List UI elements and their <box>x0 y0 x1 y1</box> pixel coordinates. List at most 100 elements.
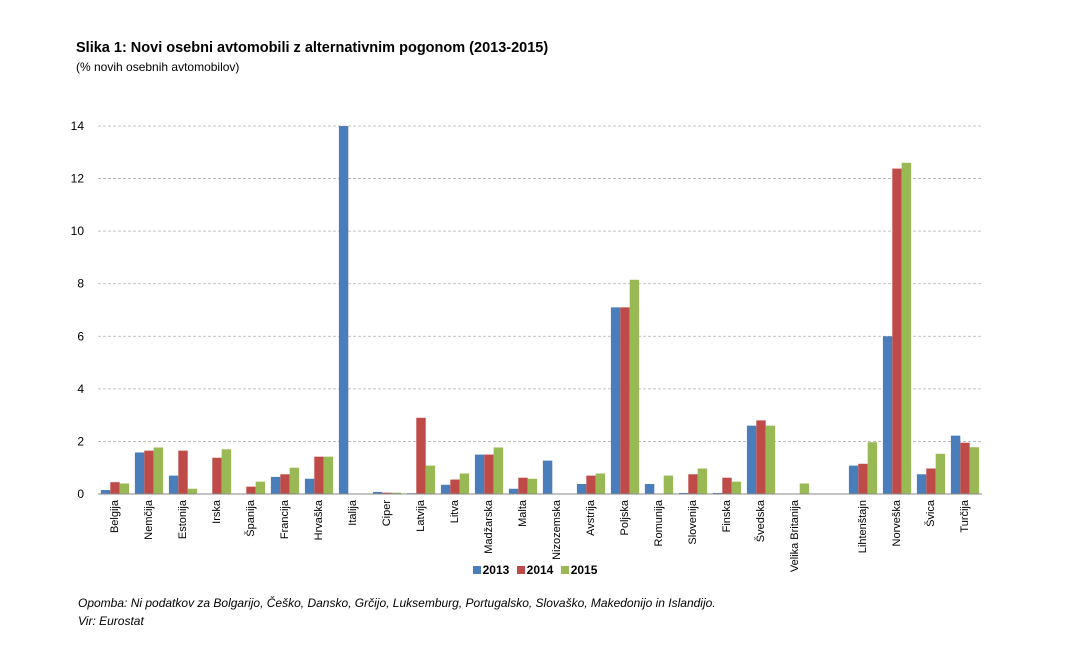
bar-2015 <box>493 447 504 494</box>
x-tick-label: Turčija <box>959 499 971 532</box>
bar-2014 <box>926 468 936 494</box>
x-tick-label: Francija <box>279 499 291 539</box>
x-tick-label: Irska <box>211 499 223 524</box>
bar-2013 <box>644 484 655 494</box>
bar-2014 <box>280 474 290 494</box>
bar-2014 <box>722 477 732 494</box>
bar-2014 <box>858 463 868 494</box>
bar-2015 <box>867 442 878 494</box>
bar-2015 <box>289 467 300 494</box>
y-tick-label: 10 <box>71 224 85 238</box>
footnote: Opomba: Ni podatkov za Bolgarijo, Češko,… <box>78 596 716 610</box>
bar-2015 <box>901 162 912 495</box>
bar-2014 <box>110 482 120 494</box>
bar-2013 <box>712 492 723 494</box>
bar-2013 <box>440 484 451 494</box>
legend-swatch-2015 <box>560 566 569 574</box>
legend-label-2015: 2015 <box>570 563 598 577</box>
bar-2014 <box>620 307 630 494</box>
bar-2013 <box>168 475 179 494</box>
bar-2015 <box>425 465 436 494</box>
legend-item-2015: 2015 <box>560 563 598 577</box>
x-tick-label: Norveška <box>891 499 903 546</box>
bar-2014 <box>586 475 596 494</box>
bar-2015 <box>731 481 742 494</box>
y-axis-ticks: 0 2 4 6 8 10 12 14 <box>71 119 85 501</box>
bar-2014 <box>756 420 766 494</box>
y-tick-label: 4 <box>77 382 84 396</box>
bar-2014 <box>484 454 494 494</box>
x-tick-label: Latvija <box>415 499 427 532</box>
bar-2013 <box>270 476 281 494</box>
bar-chart: 0 2 4 6 8 10 12 14 Belgija Nemčija Estonija Irska Š… <box>71 119 982 572</box>
bar-2015 <box>799 483 810 494</box>
legend: 2013 2014 2015 <box>0 563 1074 577</box>
bar-2014 <box>212 457 222 494</box>
bar-2015 <box>935 453 946 494</box>
bar-2015 <box>969 447 980 494</box>
x-tick-label: Ciper <box>381 500 393 527</box>
x-tick-label: Velika Britanija <box>789 499 801 572</box>
bar-2014 <box>416 417 426 494</box>
x-tick-label: Finska <box>721 499 733 532</box>
x-tick-label: Slovenija <box>687 499 699 545</box>
bar-2014 <box>178 450 188 494</box>
legend-item-2014: 2014 <box>516 563 554 577</box>
bars <box>100 126 980 495</box>
bar-2013 <box>848 465 859 494</box>
x-tick-label: Nemčija <box>143 499 155 540</box>
chart-title: Slika 1: Novi osebni avtomobili z altern… <box>76 40 549 56</box>
bar-2015 <box>187 488 198 494</box>
bar-2013 <box>508 488 519 494</box>
bar-2015 <box>391 492 402 494</box>
x-tick-label: Švedska <box>754 499 767 542</box>
bar-2015 <box>119 483 130 494</box>
x-tick-label: Avstrija <box>585 499 597 536</box>
x-axis-labels: Belgija Nemčija Estonija Irska Španija Franci… <box>109 499 971 572</box>
legend-swatch-2014 <box>516 566 525 574</box>
x-tick-label: Estonija <box>177 499 189 539</box>
bar-2015 <box>221 449 232 494</box>
bar-2015 <box>153 447 164 494</box>
x-tick-label: Hrvaška <box>313 499 325 540</box>
bar-2014 <box>246 486 256 494</box>
bar-2013 <box>100 490 111 494</box>
x-tick-label: Romunija <box>653 499 665 546</box>
x-tick-label: Malta <box>517 499 529 527</box>
bar-2015 <box>323 456 334 494</box>
bar-2015 <box>255 481 266 494</box>
x-tick-label: Lihtenštajn <box>857 500 869 553</box>
bar-2013 <box>746 425 757 494</box>
y-tick-label: 2 <box>77 434 84 448</box>
bar-2015 <box>459 473 470 494</box>
bar-2015 <box>697 468 708 494</box>
bar-2014 <box>892 168 902 494</box>
bar-2013 <box>304 478 315 494</box>
bar-2013 <box>882 336 893 494</box>
y-tick-label: 8 <box>77 277 84 291</box>
bar-2013 <box>372 491 383 494</box>
legend-item-2013: 2013 <box>472 563 510 577</box>
bar-2013 <box>542 460 553 494</box>
bar-2013 <box>916 474 927 494</box>
bar-2014 <box>450 479 460 494</box>
bar-2013 <box>678 492 689 494</box>
bar-2014 <box>688 474 698 494</box>
legend-label-2014: 2014 <box>526 563 554 577</box>
y-tick-label: 14 <box>71 119 85 133</box>
legend-label-2013: 2013 <box>482 563 510 577</box>
bar-2013 <box>950 435 961 494</box>
bar-2013 <box>134 452 145 494</box>
chart-subtitle: (% novih osebnih avtomobilov) <box>76 60 240 74</box>
x-tick-label: Poljska <box>619 499 631 535</box>
x-tick-label: Madžarska <box>483 499 495 554</box>
bar-2013 <box>610 307 621 494</box>
bar-2015 <box>595 473 606 494</box>
bar-2014 <box>960 442 970 494</box>
bar-2015 <box>765 425 776 494</box>
bar-2013 <box>474 454 485 494</box>
x-tick-label: Italija <box>347 499 359 526</box>
y-tick-label: 12 <box>71 172 85 186</box>
bar-2015 <box>663 475 674 494</box>
source-note: Vir: Eurostat <box>78 614 144 628</box>
